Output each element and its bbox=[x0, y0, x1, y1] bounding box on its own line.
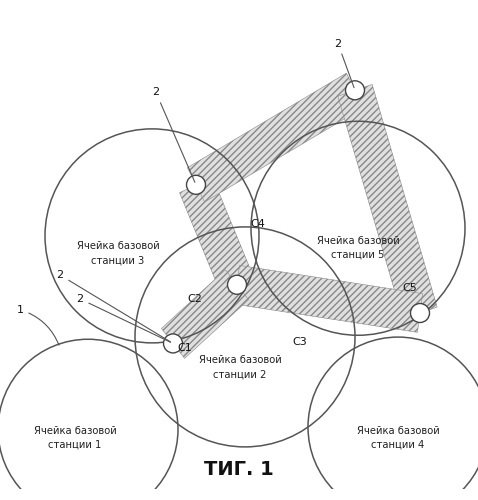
Text: Ячейка базовой
станции 5: Ячейка базовой станции 5 bbox=[316, 236, 400, 260]
Text: 2: 2 bbox=[152, 88, 195, 182]
Polygon shape bbox=[338, 84, 437, 319]
Text: 1: 1 bbox=[17, 305, 59, 345]
Polygon shape bbox=[162, 270, 249, 358]
Text: C1: C1 bbox=[178, 343, 192, 353]
Circle shape bbox=[346, 81, 365, 100]
Circle shape bbox=[186, 176, 206, 195]
Polygon shape bbox=[187, 73, 364, 202]
Circle shape bbox=[163, 334, 183, 353]
Text: 2: 2 bbox=[56, 270, 171, 342]
Circle shape bbox=[228, 276, 247, 294]
Polygon shape bbox=[180, 177, 253, 292]
Text: ΤИГ. 1: ΤИГ. 1 bbox=[204, 460, 274, 479]
Text: 2: 2 bbox=[76, 294, 171, 342]
Text: 2: 2 bbox=[335, 38, 354, 88]
Text: Ячейка базовой
станции 4: Ячейка базовой станции 4 bbox=[357, 426, 439, 450]
Text: C4: C4 bbox=[250, 219, 265, 229]
Text: C5: C5 bbox=[402, 283, 417, 293]
Text: Ячейка базовой
станции 2: Ячейка базовой станции 2 bbox=[199, 356, 282, 380]
Text: Ячейка базовой
станции 3: Ячейка базовой станции 3 bbox=[76, 242, 159, 266]
Polygon shape bbox=[235, 266, 423, 332]
Text: C2: C2 bbox=[187, 294, 203, 304]
Text: C3: C3 bbox=[293, 338, 307, 347]
Text: Ячейка базовой
станции 1: Ячейка базовой станции 1 bbox=[33, 426, 116, 450]
Circle shape bbox=[411, 304, 430, 322]
